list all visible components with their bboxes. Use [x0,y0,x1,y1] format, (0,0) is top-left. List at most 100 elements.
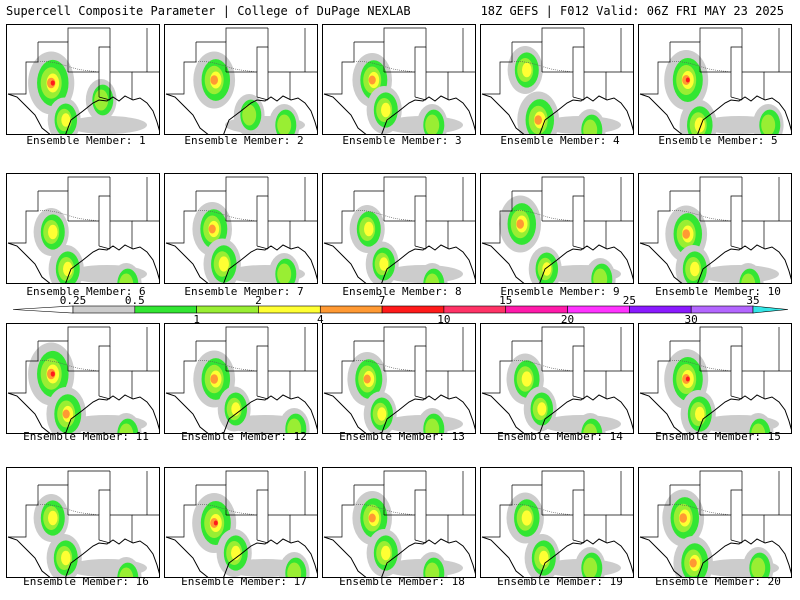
state-border [414,245,427,250]
red-river-border [37,61,100,73]
state-border [730,177,743,221]
scp-contour [516,219,524,229]
scp-contour [583,119,598,134]
scp-contour [368,75,376,85]
state-border [572,245,585,250]
member-label: Ensemble Member: 11 [23,430,149,443]
scp-contour [242,104,257,126]
state-border [98,245,111,250]
state-border [482,191,513,244]
member-map [164,323,318,434]
state-border [572,96,585,101]
member-map [322,323,476,434]
scp-contour [682,229,690,239]
state-border [542,220,574,246]
colorbar-tick-label: 35 [746,294,759,307]
member-label: Ensemble Member: 9 [500,285,620,298]
scp-contour [119,273,134,283]
scp-contour [119,567,134,577]
state-border [541,176,584,191]
state-border [256,539,269,544]
state-border [426,71,449,100]
red-river-border [353,504,416,516]
scp-contour [685,77,690,83]
scp-contour [119,423,134,433]
gulf-coastline [481,392,633,433]
colorbar-segment [505,305,568,314]
colorbar-tick-label: 1 [193,313,200,326]
colorbar-high-arrow [752,305,789,314]
member-map [6,323,160,434]
red-river-border [37,504,100,516]
colorbar-tick-label: 15 [499,294,512,307]
gulf-coastline [639,93,791,134]
scp-contour [425,114,440,134]
scp-contour [208,224,216,234]
member-map [480,323,634,434]
red-river-border [511,360,574,372]
state-border [584,71,607,100]
gulf-coastline [165,392,317,433]
state-border [225,176,268,191]
state-border [730,28,743,72]
state-border [166,191,197,244]
state-border [67,27,110,42]
gulf-coastline [323,536,475,577]
member-label: Ensemble Member: 17 [181,575,307,588]
state-border [426,514,449,543]
state-border [8,341,39,394]
gulf-coastline [7,242,159,283]
state-border [700,514,732,540]
colorbar-segment [443,305,507,314]
red-river-border [669,504,732,516]
gulf-coastline [165,93,317,134]
scp-contour [287,418,302,433]
scp-contour [679,513,687,523]
state-border [584,514,607,543]
scp-contour [521,371,532,387]
state-border [98,177,111,221]
state-border [98,471,111,515]
gulf-coastline [165,536,317,577]
state-border [482,42,513,95]
scp-contour [690,261,700,277]
member-label: Ensemble Member: 1 [26,134,146,147]
state-border [572,327,585,371]
state-border [640,191,671,244]
scp-contour [218,256,229,272]
gulf-coastline [481,93,633,134]
state-border [256,395,269,400]
scp-contour [287,562,302,577]
member-label: Ensemble Member: 8 [342,285,462,298]
gulf-coastline [323,93,475,134]
model-valid-time: 18Z GEFS | F012 Valid: 06Z FRI MAY 23 20… [480,4,784,18]
state-border [67,470,110,485]
state-border [8,485,39,538]
red-river-border [669,210,732,222]
scp-contour [425,273,440,283]
gulf-coastline [481,536,633,577]
state-border [256,28,269,72]
state-border [730,395,743,400]
state-border [98,395,111,400]
state-border [482,485,513,538]
state-border [67,326,110,341]
colorbar-low-arrow [12,305,74,314]
member-label: Ensemble Member: 15 [655,430,781,443]
state-border [383,470,426,485]
scp-contour [751,423,766,433]
state-border [98,96,111,101]
member-map [322,24,476,135]
state-border [584,220,607,249]
state-border [426,370,449,399]
state-border [640,485,671,538]
scp-contour [277,114,292,134]
state-border [268,71,291,100]
scp-contour [425,562,440,577]
colorbar-tick-label: 4 [317,313,324,326]
state-border [256,177,269,221]
member-map [322,173,476,284]
scp-contour [368,513,376,523]
member-map [164,24,318,135]
state-border [225,326,268,341]
